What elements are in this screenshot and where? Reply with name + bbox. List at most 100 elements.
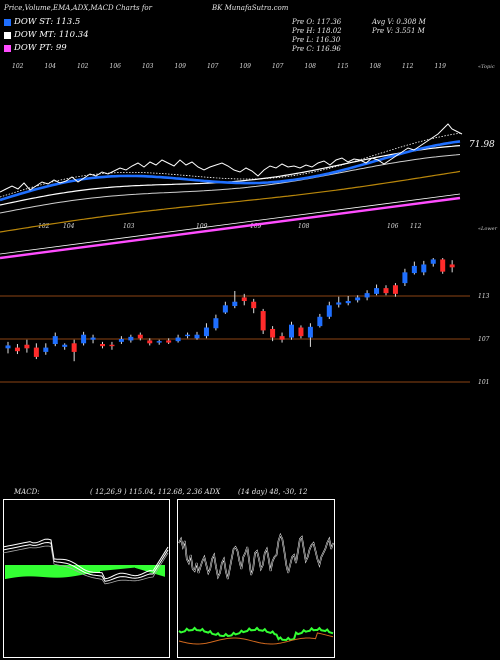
macd-hist-bar <box>143 565 144 571</box>
macd-hist-bar <box>78 565 79 576</box>
price-close-line <box>0 123 463 193</box>
macd-hist-bar <box>93 565 94 574</box>
macd-hist-bar <box>153 565 154 574</box>
price-levels: 113 107 101 <box>0 293 490 386</box>
macd-hist-bar <box>62 565 63 578</box>
price-candles <box>5 258 455 362</box>
macd-hist-bar <box>36 565 37 577</box>
macd-hist-bar <box>66 565 67 578</box>
site-name: MunafaSutra.com <box>224 4 289 12</box>
macd-hist-bar <box>18 565 19 577</box>
candle-body <box>118 339 124 342</box>
topic-label: «Topic <box>478 64 495 70</box>
ema-dotted-line <box>0 132 461 198</box>
macd-hist-bar <box>22 565 23 577</box>
macd-hist-bar <box>7 565 8 579</box>
macd-hist-bar <box>73 565 74 577</box>
mid-tick-label: 103 <box>123 223 135 230</box>
candle-body <box>175 337 181 342</box>
macd-hist-bar <box>76 565 77 576</box>
macd-hist-bar <box>103 565 104 571</box>
mid-tick-label: 109 <box>196 223 208 230</box>
macd-hist-bar <box>38 565 39 577</box>
candle-body <box>62 344 68 347</box>
candle-body <box>222 305 228 313</box>
macd-hist-bar <box>137 565 138 569</box>
macd-hist-bar <box>126 565 127 569</box>
top-tick-label: 107 <box>207 63 219 70</box>
macd-hist-bar <box>161 565 162 576</box>
macd-hist-bar <box>63 565 64 578</box>
macd-hist-bar <box>67 565 68 578</box>
adx-panel <box>177 499 335 658</box>
macd-hist-bar <box>134 565 135 568</box>
macd-hist-bar <box>118 565 119 570</box>
macd-hist-bar <box>124 565 125 569</box>
legend-st: DOW ST: 113.5 <box>4 17 80 27</box>
macd-hist-bar <box>98 565 99 573</box>
candle-body <box>440 259 446 272</box>
macd-hist-bar <box>29 565 30 577</box>
macd-hist-bar <box>148 565 149 572</box>
macd-hist-bar <box>70 565 71 577</box>
pre-open: Pre O: 117.36 <box>292 18 342 26</box>
top-tick-label: 104 <box>45 63 57 70</box>
macd-frame <box>3 499 170 658</box>
top-tick-label: 115 <box>337 63 349 70</box>
macd-hist-bar <box>46 565 47 578</box>
candle-body <box>298 327 304 337</box>
macd-values: ( 12,26,9 ) 115.04, 112.68, 2.36 ADX <box>90 488 221 496</box>
candle-body <box>279 336 285 340</box>
macd-hist-bar <box>92 565 93 574</box>
candle-body <box>289 324 294 338</box>
legend-pt-label: DOW PT: 99 <box>14 43 67 53</box>
macd-hist-bar <box>19 565 20 577</box>
macd-hist-bar <box>35 565 36 577</box>
macd-hist-bar <box>83 565 84 575</box>
macd-hist-bar <box>87 565 88 574</box>
price-level-label: 107 <box>478 336 490 343</box>
candle-body <box>109 344 115 347</box>
macd-hist-bar <box>151 565 152 573</box>
macd-hist-bar <box>64 565 65 578</box>
macd-hist-bar <box>132 565 133 568</box>
candle-body <box>430 259 436 264</box>
top-tick-label: 119 <box>435 63 447 70</box>
mid-tick-label: 112 <box>410 223 422 230</box>
macd-hist-bar <box>162 565 163 577</box>
macd-extra-line <box>3 545 169 585</box>
macd-hist-bar <box>145 565 146 571</box>
macd-hist-bar <box>9 565 10 579</box>
macd-hist-bar <box>55 565 56 578</box>
ema-fast-line <box>0 140 461 202</box>
candle-body <box>345 301 351 304</box>
macd-hist-bar <box>96 565 97 573</box>
candle-body <box>24 344 30 349</box>
macd-hist-bar <box>136 565 137 569</box>
macd-hist-bar <box>82 565 83 575</box>
macd-hist-bar <box>108 565 109 571</box>
macd-hist-bar <box>97 565 98 573</box>
candle-body <box>5 345 11 349</box>
legend-pt: DOW PT: 99 <box>4 43 67 53</box>
macd-hist-bar <box>109 565 110 571</box>
candle-body <box>156 341 162 343</box>
candle-body <box>90 337 96 340</box>
macd-hist-bar <box>32 565 33 577</box>
macd-hist-bar <box>144 565 145 571</box>
top-tick-label: 109 <box>240 63 252 70</box>
price-level-label: 101 <box>478 379 489 386</box>
macd-hist-bar <box>17 565 18 578</box>
macd-hist-bar <box>127 565 128 569</box>
macd-hist-bar <box>104 565 105 571</box>
macd-hist-bar <box>50 565 51 578</box>
macd-hist-bar <box>27 565 28 577</box>
candle-body <box>232 301 238 307</box>
pre-high: Pre H: 118.02 <box>292 27 342 35</box>
candle-body <box>147 340 153 344</box>
macd-hist-bar <box>69 565 70 577</box>
macd-hist-bar <box>111 565 112 570</box>
macd-hist-bar <box>15 565 16 578</box>
macd-hist-bar <box>135 565 136 568</box>
macd-hist-bar <box>142 565 143 571</box>
